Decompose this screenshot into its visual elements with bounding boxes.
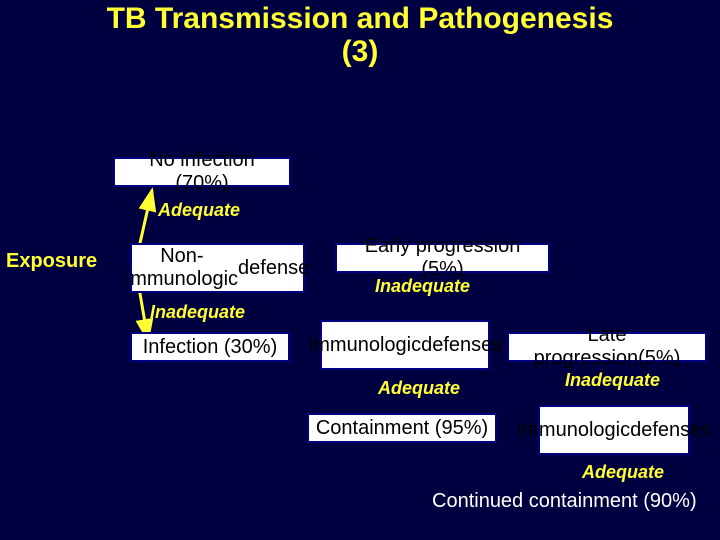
title-line1: TB Transmission and Pathogenesis (0, 2, 720, 35)
box-no_infection: No infection (70%) (113, 157, 291, 187)
box-immuno2: Immunologicdefenses (538, 405, 690, 455)
label-adequate3: Adequate (582, 462, 664, 483)
box-containment: Containment (95%) (307, 413, 497, 443)
label-cont_contain: Continued containment (90%) (432, 490, 697, 513)
label-inadequate1: Inadequate (150, 302, 245, 323)
box-non_immuno: Non-immunologicdefense (130, 243, 305, 293)
box-early_prog: Early progression (5%) (335, 243, 550, 273)
label-adequate2: Adequate (378, 378, 460, 399)
label-adequate1: Adequate (158, 200, 240, 221)
label-inadequate2: Inadequate (375, 276, 470, 297)
box-immuno1: Immunologicdefenses (320, 320, 490, 370)
title-line2: (3) (0, 35, 720, 68)
label-inadequate3: Inadequate (565, 370, 660, 391)
slide-root: TB Transmission and Pathogenesis (3) No … (0, 0, 720, 540)
label-exposure: Exposure (6, 250, 97, 273)
slide-title: TB Transmission and Pathogenesis (3) (0, 2, 720, 68)
box-late_prog: Late progression(5%) (507, 332, 707, 362)
box-infection: Infection (30%) (130, 332, 290, 362)
